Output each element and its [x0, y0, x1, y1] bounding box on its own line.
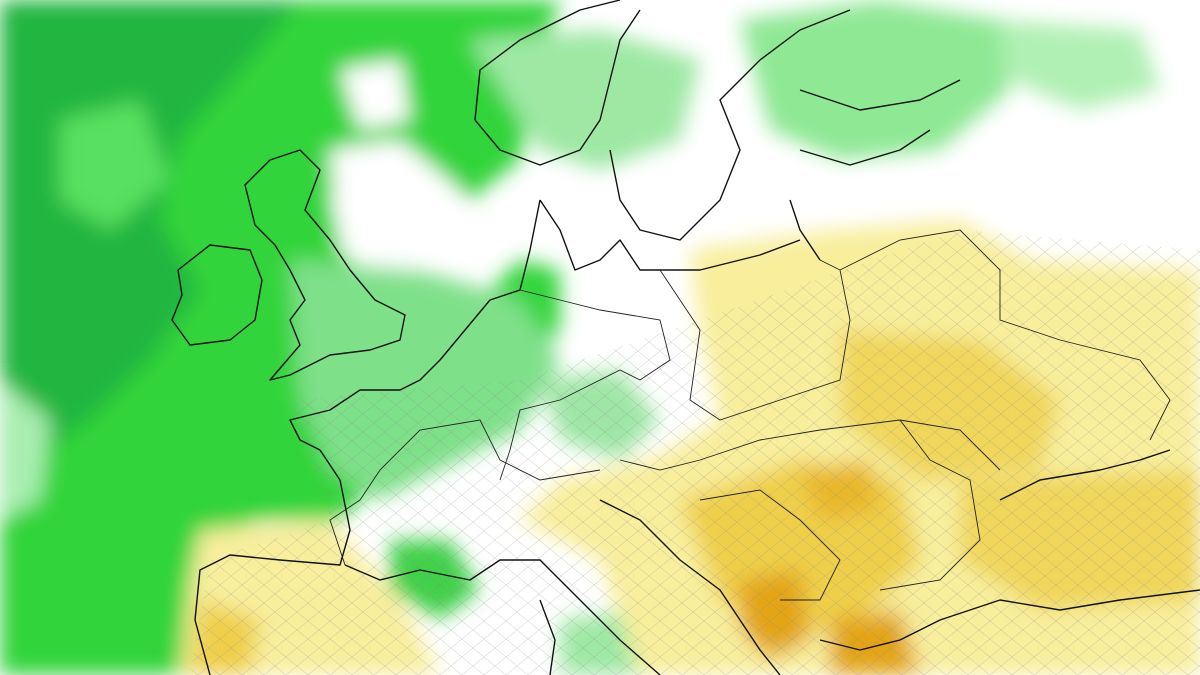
border [699, 489, 841, 601]
light-green-zone [0, 380, 50, 520]
border [879, 419, 981, 591]
coastline [539, 599, 556, 675]
coastline [171, 244, 263, 346]
coastline [194, 449, 351, 675]
coastline [609, 9, 851, 241]
coastline [819, 589, 1200, 651]
light-green-zone [740, 0, 1010, 160]
white-zone [340, 60, 410, 130]
coastline [244, 149, 406, 381]
border [619, 419, 1001, 471]
coastline [999, 449, 1171, 501]
border [659, 259, 851, 421]
border [839, 229, 1171, 441]
coastline [474, 0, 641, 166]
light-green-zone [470, 30, 700, 170]
national-borders [329, 229, 1171, 601]
border [499, 289, 671, 481]
green-zone [60, 100, 170, 230]
coastlines [171, 0, 1200, 675]
coastline [599, 499, 781, 675]
border [329, 419, 601, 566]
light-green-zone [1000, 20, 1160, 110]
white-zone [330, 140, 460, 280]
subdivisions [190, 230, 1200, 675]
coastline [789, 79, 961, 261]
coastline [344, 559, 661, 675]
region-borders [190, 230, 1200, 675]
